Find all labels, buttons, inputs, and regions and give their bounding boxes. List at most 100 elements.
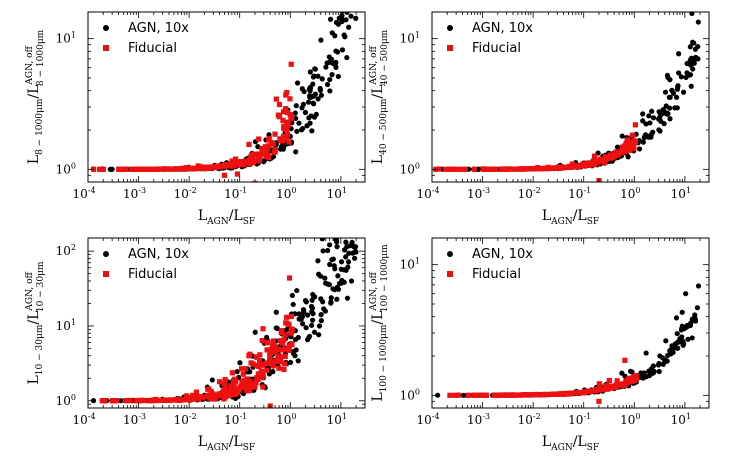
data-point [350, 231, 355, 236]
data-point [316, 332, 322, 338]
data-point [294, 128, 300, 135]
data-point [279, 144, 285, 151]
data-point [279, 328, 285, 334]
x-tick-label: 10-4 [416, 412, 439, 427]
data-point [327, 76, 333, 83]
x-tick-label: 101 [671, 186, 691, 201]
data-point [456, 392, 462, 398]
legend-label: Fiducial [128, 41, 177, 56]
data-point [264, 150, 270, 156]
data-point [680, 342, 686, 348]
data-point [335, 273, 341, 279]
axes-frame [431, 11, 710, 183]
data-point [341, 267, 347, 273]
data-point [186, 395, 192, 401]
data-point [285, 122, 291, 129]
data-point [666, 94, 672, 100]
x-label-sub2: SF [243, 443, 255, 453]
data-point [320, 299, 326, 305]
x-tick-label: 10-2 [518, 412, 541, 427]
data-point [658, 118, 664, 124]
data-point [166, 166, 172, 172]
x-label-main: L [542, 434, 551, 450]
data-point [161, 166, 167, 172]
data-point [318, 318, 324, 324]
data-point [533, 166, 539, 172]
data-point [664, 72, 671, 78]
x-tick-base: 10 [327, 413, 342, 427]
data-point [292, 353, 298, 359]
data-point [614, 144, 621, 150]
data-point [231, 383, 237, 390]
plot-area [433, 12, 701, 182]
x-tick-base: 10 [327, 187, 342, 201]
x-tick-label: 10-4 [72, 412, 95, 427]
data-point [281, 366, 287, 373]
data-point [307, 120, 313, 126]
data-point [228, 383, 234, 389]
data-point [286, 347, 292, 353]
data-point [282, 106, 289, 112]
data-point [624, 378, 630, 384]
data-point [695, 43, 701, 50]
data-point [134, 166, 140, 172]
data-point [344, 12, 350, 15]
data-point [290, 301, 296, 308]
data-point [226, 393, 233, 399]
data-point [624, 137, 630, 143]
data-point [315, 258, 321, 264]
data-point [446, 166, 452, 172]
x-tick-exp: 0 [291, 186, 296, 195]
data-point [282, 332, 288, 338]
x-tick-exp: -2 [533, 412, 541, 421]
data-point [107, 166, 113, 172]
data-point [569, 161, 575, 167]
data-point [310, 317, 316, 323]
data-point [250, 361, 256, 367]
x-label: LAGN/LSF [542, 434, 599, 453]
data-point [272, 131, 278, 137]
data-point [237, 360, 243, 366]
data-point [650, 115, 657, 121]
data-point [309, 309, 315, 315]
data-point [566, 391, 572, 397]
data-point [348, 12, 351, 13]
x-tick-exp: -3 [482, 412, 490, 421]
data-point [306, 333, 313, 340]
x-tick-label: 10-2 [518, 186, 541, 201]
data-point [683, 291, 689, 297]
data-point [623, 381, 629, 387]
data-point [613, 149, 619, 155]
data-point [334, 296, 340, 302]
data-point [287, 359, 294, 366]
y-label-sup2: AGN, off [369, 271, 379, 311]
data-point [273, 96, 279, 102]
data-point [300, 101, 307, 107]
x-tick-exp: -1 [239, 186, 247, 195]
x-tick-base: 10 [671, 413, 686, 427]
legend-marker-square [103, 45, 109, 51]
data-point [643, 121, 649, 127]
data-point [660, 361, 666, 367]
data-point [319, 76, 325, 82]
data-point [127, 397, 133, 404]
y-tick-label: 101 [56, 318, 76, 333]
data-point [628, 368, 634, 374]
data-point [266, 143, 272, 149]
data-point [310, 74, 317, 80]
data-point [259, 148, 266, 154]
data-point [246, 353, 252, 359]
data-point [293, 103, 299, 109]
data-point [271, 149, 277, 155]
data-point [348, 222, 353, 227]
data-point [229, 370, 235, 376]
data-point [593, 388, 599, 394]
data-point [294, 80, 301, 86]
data-point [323, 64, 329, 70]
data-point [334, 284, 340, 290]
data-point [323, 280, 329, 286]
data-point [347, 243, 353, 249]
data-point [232, 376, 238, 382]
y-tick-label: 100 [56, 161, 76, 176]
